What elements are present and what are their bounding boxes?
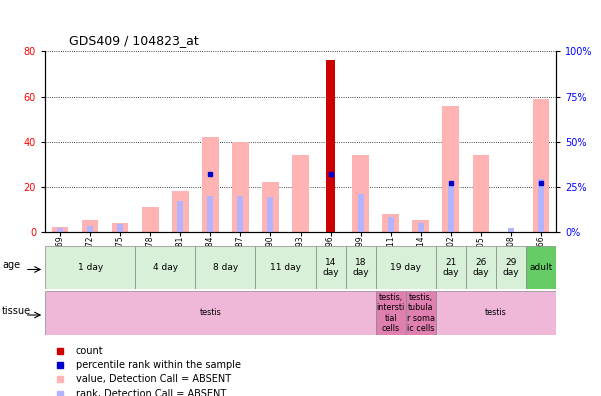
Bar	[142, 207, 159, 232]
Bar	[57, 228, 63, 232]
Text: 29
day: 29 day	[502, 258, 519, 277]
Bar	[352, 155, 369, 232]
Bar	[112, 223, 129, 232]
Text: value, Detection Call = ABSENT: value, Detection Call = ABSENT	[76, 375, 231, 385]
Bar	[45, 291, 376, 335]
Bar	[496, 246, 526, 289]
Text: 11 day: 11 day	[270, 263, 301, 272]
Text: percentile rank within the sample: percentile rank within the sample	[76, 360, 241, 370]
Bar	[388, 217, 394, 232]
Bar	[382, 213, 399, 232]
Bar	[436, 246, 466, 289]
Bar	[52, 227, 69, 232]
Text: 4 day: 4 day	[153, 263, 178, 272]
Text: age: age	[2, 260, 20, 270]
Bar	[172, 191, 189, 232]
Text: testis: testis	[485, 308, 507, 317]
Bar	[316, 246, 346, 289]
Bar	[418, 223, 424, 232]
Text: 18
day: 18 day	[352, 258, 369, 277]
Text: 8 day: 8 day	[213, 263, 238, 272]
Text: adult: adult	[529, 263, 552, 272]
Bar	[232, 141, 249, 232]
Bar	[82, 221, 99, 232]
Bar	[135, 246, 195, 289]
Bar	[87, 226, 93, 232]
Text: 26
day: 26 day	[472, 258, 489, 277]
Bar	[442, 105, 459, 232]
Bar	[207, 196, 213, 232]
Bar	[202, 137, 219, 232]
Bar	[267, 198, 273, 232]
Bar	[508, 228, 514, 232]
Bar	[45, 246, 135, 289]
Bar	[326, 61, 335, 232]
Bar	[436, 291, 556, 335]
Text: 1 day: 1 day	[78, 263, 103, 272]
Bar	[255, 246, 316, 289]
Bar	[376, 246, 436, 289]
Text: 14
day: 14 day	[322, 258, 339, 277]
Bar	[177, 201, 183, 232]
Bar	[117, 225, 123, 232]
Bar	[237, 196, 243, 232]
Bar	[292, 155, 309, 232]
Text: testis,
tubula
r soma
ic cells: testis, tubula r soma ic cells	[407, 293, 435, 333]
Text: 21
day: 21 day	[442, 258, 459, 277]
Text: testis: testis	[200, 308, 221, 317]
Text: testis,
intersti
tial
cells: testis, intersti tial cells	[376, 293, 405, 333]
Bar	[466, 246, 496, 289]
Text: GDS409 / 104823_at: GDS409 / 104823_at	[69, 34, 199, 48]
Bar	[448, 185, 454, 232]
Bar	[538, 179, 544, 232]
Text: count: count	[76, 346, 103, 356]
Bar	[195, 246, 255, 289]
Bar	[412, 221, 429, 232]
Text: tissue: tissue	[2, 306, 31, 316]
Bar	[346, 246, 376, 289]
Bar	[526, 246, 556, 289]
Bar	[472, 155, 489, 232]
Bar	[376, 291, 406, 335]
Text: 19 day: 19 day	[390, 263, 421, 272]
Bar	[358, 194, 364, 232]
Bar	[532, 99, 549, 232]
Bar	[262, 182, 279, 232]
Bar	[406, 291, 436, 335]
Text: rank, Detection Call = ABSENT: rank, Detection Call = ABSENT	[76, 389, 226, 396]
